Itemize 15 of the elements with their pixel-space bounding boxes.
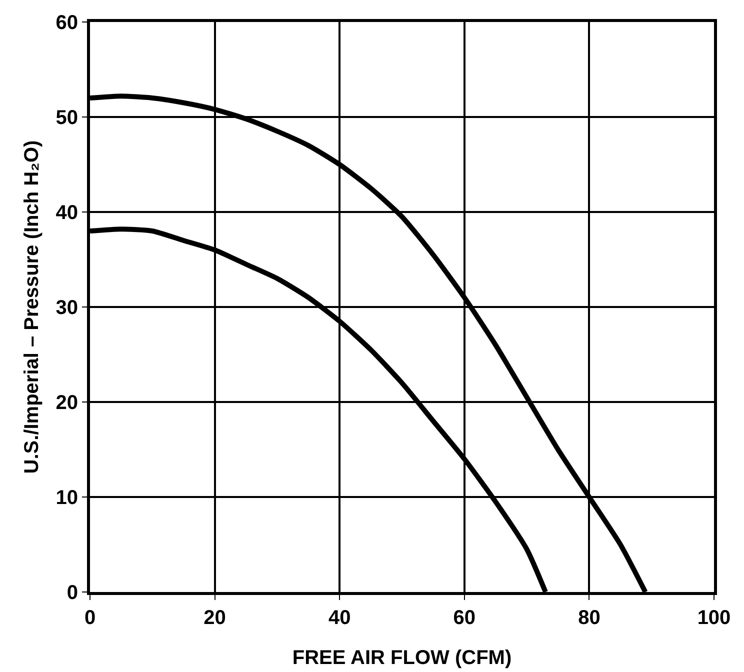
y-tick-label: 0 xyxy=(66,582,78,604)
x-tick-label: 60 xyxy=(453,607,476,629)
x-tick-label: 100 xyxy=(697,607,731,629)
y-tick-label: 30 xyxy=(56,297,78,319)
x-tick-label: 80 xyxy=(578,607,600,629)
y-tick-label: 50 xyxy=(56,107,78,129)
x-tick-label: 20 xyxy=(204,607,226,629)
x-tick-label: 0 xyxy=(84,607,96,629)
x-axis-title: FREE AIR FLOW (CFM) xyxy=(292,647,512,669)
y-tick-label: 10 xyxy=(56,487,78,509)
y-axis-title: U.S./Imperial – Pressure (Inch H₂O) xyxy=(21,140,43,474)
y-tick-label: 20 xyxy=(56,392,78,414)
y-tick-label: 60 xyxy=(56,12,78,34)
y-tick-label: 40 xyxy=(56,202,78,224)
x-tick-label: 40 xyxy=(328,607,351,629)
